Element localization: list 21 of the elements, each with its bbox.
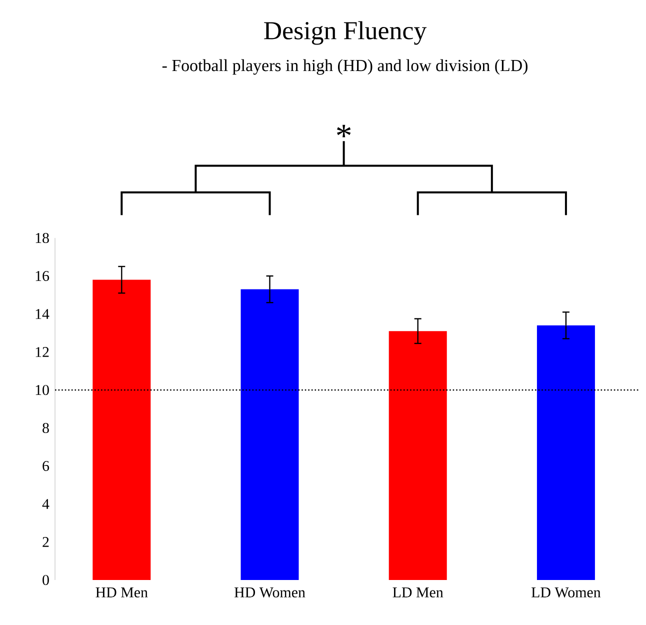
y-tick-label: 6 bbox=[42, 460, 50, 471]
y-tick-label: 18 bbox=[36, 232, 49, 244]
x-tick-label: HD Women bbox=[234, 588, 306, 598]
chart-subtitle: - Football players in high (HD) and low division (LD) bbox=[162, 59, 528, 75]
y-tick-label: 8 bbox=[42, 422, 49, 434]
chart-title: Design Fluency bbox=[264, 21, 427, 45]
bar bbox=[240, 289, 299, 580]
text: * bbox=[336, 124, 351, 138]
x-tick-label: LD Women bbox=[532, 588, 601, 598]
y-tick-label: 2 bbox=[42, 537, 49, 547]
y-tick-label: 0 bbox=[42, 574, 49, 586]
y-tick-label: 12 bbox=[36, 347, 49, 357]
bar bbox=[92, 280, 151, 580]
bar bbox=[536, 325, 595, 580]
x-tick-label: LD Men bbox=[392, 588, 444, 598]
y-tick-label: 16 bbox=[36, 270, 50, 281]
y-tick-label: 10 bbox=[36, 384, 49, 396]
bar bbox=[388, 331, 447, 580]
y-tick-label: 4 bbox=[42, 499, 50, 509]
x-tick-label: HD Men bbox=[96, 588, 148, 598]
y-tick-label: 14 bbox=[36, 309, 50, 319]
